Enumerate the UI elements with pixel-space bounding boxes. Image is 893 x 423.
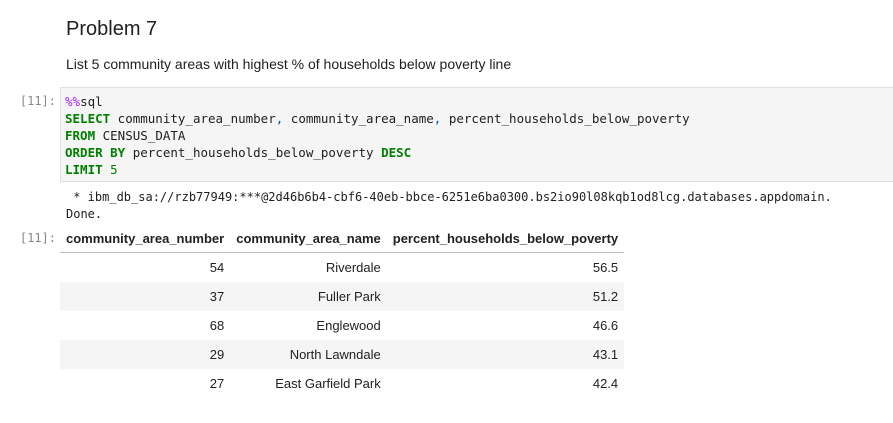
column-header: community_area_name [230,225,387,253]
table-cell: Riverdale [325,260,381,275]
stdout-line: * ibm_db_sa://rzb77949:***@2d46b6b4-cbf6… [66,190,832,204]
code: %%sql SELECT community_area_number, commu… [65,93,690,178]
code-token: CENSUS_DATA [95,128,186,143]
code-token: ORDER BY [65,145,126,160]
table-cell: 56.5 [592,260,619,275]
result-table: community_area_number community_area_name… [60,225,625,399]
code-token: percent_households_below_poverty [441,111,690,126]
code-token: sql [80,94,103,109]
code-token: community_area_name [283,111,434,126]
code-line: ORDER BY percent_households_below_povert… [65,144,690,161]
table-body: 54 Riverdale 56.5 37 Fuller Park 51.2 68 Englew… [60,253,625,399]
code-token: LIMIT [65,162,103,177]
column-header: community_area_number [60,225,231,253]
code-line: FROM CENSUS_DATA [65,127,690,144]
column-header: percent_households_below_poverty [386,225,625,253]
table-cell: 46.6 [592,318,619,333]
code-token: %% [65,94,81,109]
table-row: 29 North Lawndale 43.1 [60,340,625,369]
stdout-line: Done. [66,207,103,221]
table-cell: Fuller Park [230,282,387,311]
code-token: SELECT [65,111,111,126]
table-row: 54 Riverdale 56.5 [60,253,624,283]
table-cell: North Lawndale [230,340,387,369]
input-prompt: [11]: [19,94,56,108]
table-cell: 29 [60,340,231,369]
table-cell: 51.2 [386,282,625,311]
table-cell: Englewood [316,318,381,333]
code-token: 5 [110,162,118,177]
code-line: SELECT community_area_number, community_… [65,110,690,127]
code-token: community_area_number [110,111,276,126]
output-prompt: [11]: [19,231,56,245]
code-line: LIMIT 5 [65,161,690,178]
header-row: community_area_number community_area_name… [60,225,625,253]
table-cell: 54 [209,260,225,275]
table-row: 68 Englewood 46.6 [60,311,624,340]
table-row: 27 East Garfield Park 42.4 [60,369,624,398]
description: List 5 community areas with highest % of… [66,56,512,72]
code-cell[interactable] [60,87,893,182]
table-cell: 43.1 [386,340,625,369]
code-token: DESC [381,145,412,160]
table-cell: 27 [209,376,225,391]
table-cell: 42.4 [592,376,619,391]
table-cell: East Garfield Park [275,376,381,391]
table-cell: 37 [60,282,231,311]
heading: Problem 7 [66,18,158,40]
code-token: , [275,111,284,126]
code-token: , [433,111,442,126]
table-row: 37 Fuller Park 51.2 [60,282,625,311]
stdout: * ibm_db_sa://rzb77949:***@2d46b6b4-cbf6… [66,189,893,223]
code-token: percent_households_below_poverty [125,145,382,160]
table-cell: 68 [209,318,225,333]
code-token: FROM [65,128,96,143]
code-line: %%sql [65,93,690,110]
